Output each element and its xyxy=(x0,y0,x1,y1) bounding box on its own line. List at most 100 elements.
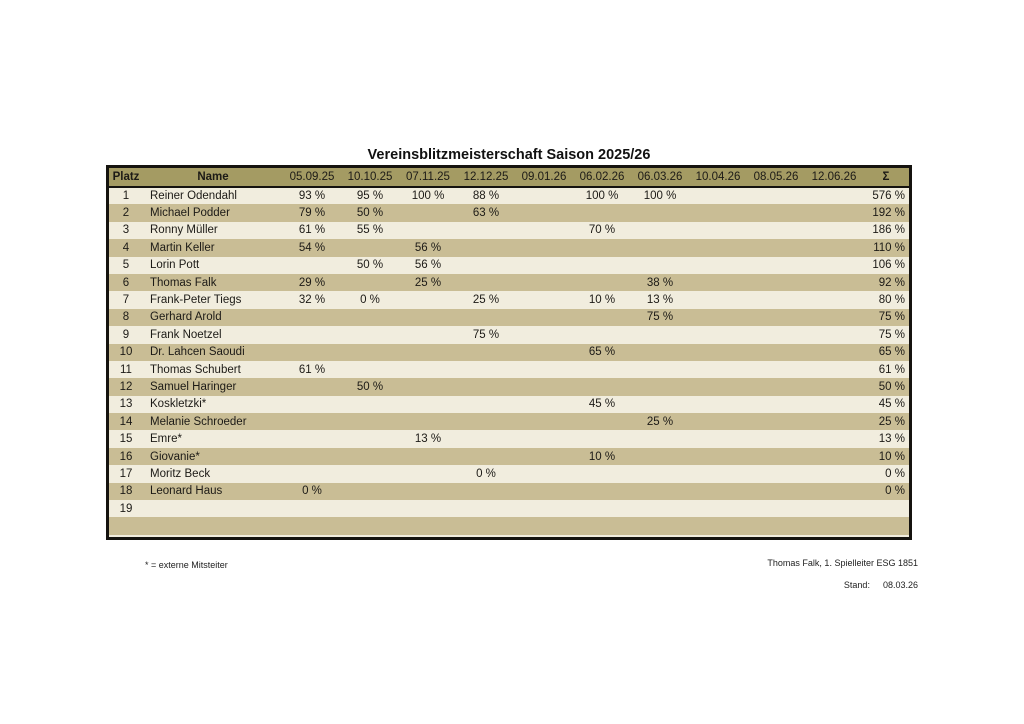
column-header-06-02-26: 06.02.26 xyxy=(573,168,631,188)
score-cell xyxy=(573,465,631,482)
score-cell xyxy=(631,500,689,517)
score-cell xyxy=(515,430,573,447)
player-name-cell: Lorin Pott xyxy=(150,259,200,272)
score-cell xyxy=(805,465,863,482)
score-cell xyxy=(689,483,747,500)
score-cell xyxy=(515,291,573,308)
score-cell xyxy=(457,430,515,447)
score-cell xyxy=(747,257,805,274)
score-cell xyxy=(515,204,573,221)
score-cell xyxy=(747,361,805,378)
score-cell xyxy=(341,430,399,447)
rank-cell: 15 xyxy=(119,433,133,446)
score-cell: 56 % xyxy=(414,259,442,272)
score-cell xyxy=(573,483,631,500)
table-row: 17 Moritz Beck 0 % 0 % xyxy=(109,465,909,483)
score-cell: 0 % xyxy=(360,294,380,307)
sum-cell: 65 % xyxy=(878,346,905,359)
sum-cell: 186 % xyxy=(872,224,905,237)
score-cell xyxy=(399,344,457,361)
score-cell xyxy=(689,396,747,413)
score-cell xyxy=(631,378,689,395)
score-cell: 79 % xyxy=(298,207,326,220)
score-cell xyxy=(399,396,457,413)
sum-cell: 92 % xyxy=(878,276,905,289)
sum-cell: 75 % xyxy=(878,311,905,324)
score-cell xyxy=(573,361,631,378)
table-row: 4 Martin Keller 54 % 56 % 110 % xyxy=(109,239,909,257)
sum-cell: 50 % xyxy=(878,380,905,393)
player-name-cell: Thomas Schubert xyxy=(150,363,241,376)
score-cell: 25 % xyxy=(646,415,674,428)
score-cell xyxy=(631,257,689,274)
rank-cell xyxy=(109,517,143,534)
table-row: 13 Koskletzki* 45 % 45 % xyxy=(109,395,909,414)
score-cell xyxy=(689,413,747,430)
score-cell xyxy=(283,500,341,517)
score-cell xyxy=(631,344,689,361)
rank-cell: 7 xyxy=(122,294,130,307)
rank-cell: 10 xyxy=(119,346,133,359)
score-cell xyxy=(631,326,689,343)
sum-cell: 45 % xyxy=(878,398,905,411)
score-cell: 75 % xyxy=(646,311,674,324)
score-cell xyxy=(747,483,805,500)
score-cell xyxy=(341,448,399,465)
score-cell xyxy=(515,274,573,291)
score-cell xyxy=(283,326,341,343)
player-name-cell: Reiner Odendahl xyxy=(150,190,237,203)
score-cell xyxy=(399,500,457,517)
score-cell xyxy=(747,448,805,465)
rank-cell: 3 xyxy=(122,224,130,237)
rank-cell: 8 xyxy=(122,311,130,324)
player-name-cell: Emre* xyxy=(150,433,182,446)
score-cell xyxy=(515,483,573,500)
score-cell xyxy=(457,517,515,534)
score-cell: 100 % xyxy=(643,190,677,203)
score-cell xyxy=(515,239,573,256)
column-header-name: Name xyxy=(143,168,283,188)
score-cell: 50 % xyxy=(356,380,384,393)
score-cell: 50 % xyxy=(356,207,384,220)
score-cell: 65 % xyxy=(588,346,616,359)
player-name-cell: Samuel Haringer xyxy=(150,380,237,393)
rank-cell: 6 xyxy=(122,276,130,289)
player-name-cell: Thomas Falk xyxy=(150,276,217,289)
score-cell xyxy=(341,326,399,343)
score-cell xyxy=(457,396,515,413)
score-cell xyxy=(689,274,747,291)
score-cell xyxy=(573,239,631,256)
score-cell xyxy=(399,326,457,343)
score-cell xyxy=(631,430,689,447)
table-row: 8 Gerhard Arold 75 % 75 % xyxy=(109,308,909,327)
score-cell: 50 % xyxy=(356,259,384,272)
score-cell xyxy=(805,500,863,517)
score-cell xyxy=(805,396,863,413)
score-cell xyxy=(515,257,573,274)
rank-cell: 4 xyxy=(122,241,130,254)
score-cell xyxy=(805,291,863,308)
score-cell xyxy=(573,413,631,430)
score-cell xyxy=(341,483,399,500)
score-cell xyxy=(341,413,399,430)
player-name-cell: Frank-Peter Tiegs xyxy=(150,294,242,307)
score-cell: 100 % xyxy=(585,190,619,203)
score-cell xyxy=(515,378,573,395)
score-cell xyxy=(515,396,573,413)
score-cell xyxy=(515,222,573,239)
sum-cell: 61 % xyxy=(878,363,905,376)
score-cell xyxy=(457,378,515,395)
score-cell xyxy=(457,257,515,274)
score-cell xyxy=(747,239,805,256)
score-cell xyxy=(805,430,863,447)
column-header-10-10-25: 10.10.25 xyxy=(341,168,399,188)
score-cell xyxy=(515,500,573,517)
score-cell xyxy=(747,344,805,361)
score-cell xyxy=(457,413,515,430)
rank-cell: 14 xyxy=(119,415,133,428)
score-cell xyxy=(515,361,573,378)
score-cell xyxy=(805,448,863,465)
column-header-12-12-25: 12.12.25 xyxy=(457,168,515,188)
score-cell xyxy=(805,309,863,326)
table-row: 5 Lorin Pott 50 % 56 % 106 % xyxy=(109,256,909,274)
